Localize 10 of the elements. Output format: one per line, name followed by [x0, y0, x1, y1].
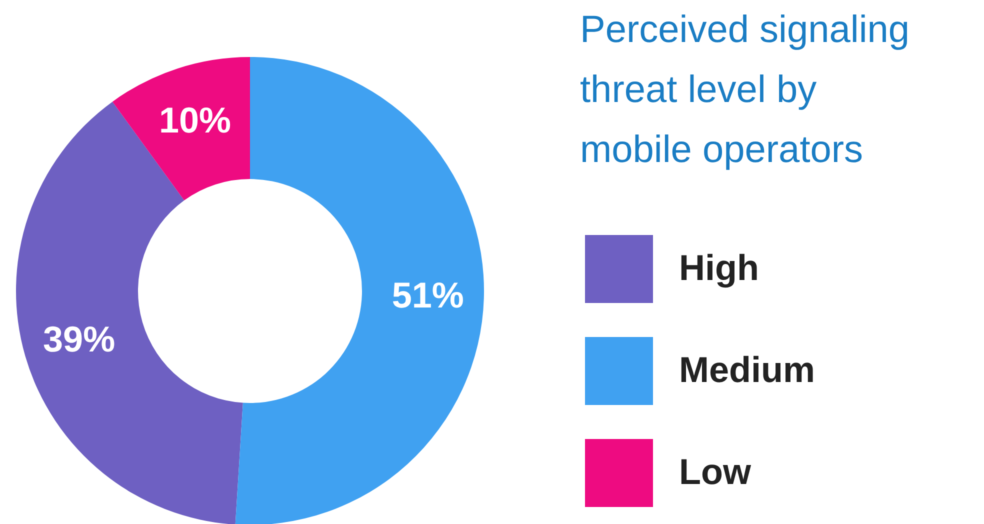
donut-slice [16, 102, 243, 524]
data-label: 51% [392, 274, 464, 316]
donut-slice [112, 57, 250, 200]
legend-label: High [679, 247, 759, 288]
legend-label: Low [679, 451, 752, 492]
chart-title: Perceived signaling threat level by mobile operators [580, 9, 910, 171]
data-label: 39% [43, 318, 116, 360]
legend-label: Medium [679, 349, 816, 390]
data-label: 10% [158, 100, 232, 141]
donut-slice [235, 57, 484, 524]
